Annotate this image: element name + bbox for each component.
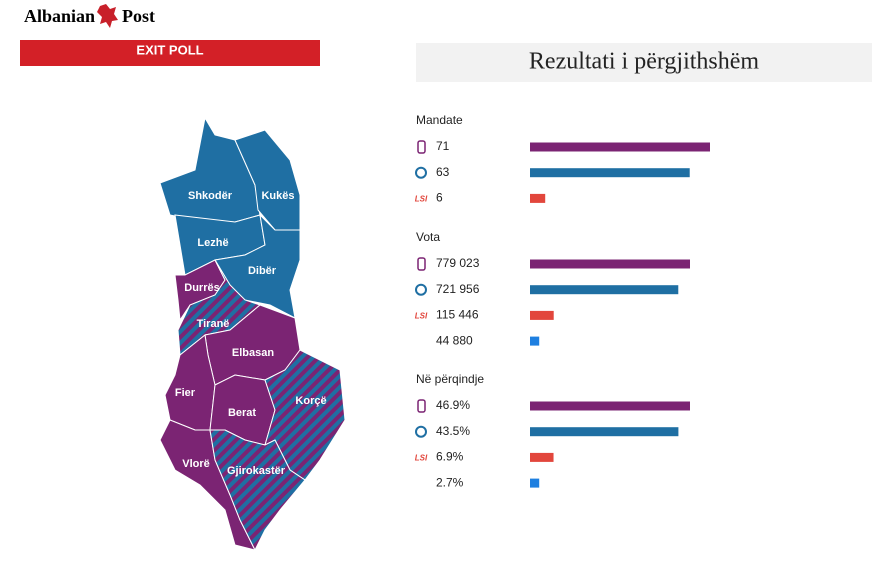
region-label: Gjirokastër [227, 465, 286, 477]
map-region[interactable] [164, 334, 216, 431]
section-title: Vota [416, 230, 440, 244]
value-label: 2.7% [436, 475, 464, 489]
party-icon: LSI [415, 195, 428, 204]
region-label: Lezhë [197, 237, 228, 249]
map-region[interactable] [214, 213, 301, 319]
value-label: 779 023 [436, 256, 480, 270]
region-label: Fier [175, 387, 196, 399]
region-label: Korçë [295, 395, 326, 407]
region-label: Vlorë [182, 458, 210, 470]
value-label: 71 [436, 139, 450, 153]
region-label: Durrës [184, 282, 219, 294]
bar [530, 259, 690, 269]
bar [530, 452, 554, 462]
party-icon [417, 140, 426, 154]
party-icon: LSI [415, 454, 428, 463]
bar [530, 427, 679, 437]
logo[interactable]: Albanian Post [24, 4, 155, 28]
value-label: 721 956 [436, 282, 480, 296]
region-label: Dibër [248, 265, 277, 277]
logo-text: Albanian [24, 6, 95, 26]
value-label: 44 880 [436, 333, 473, 347]
value-label: 46.9% [436, 398, 470, 412]
bar [530, 142, 710, 152]
logo-text: Post [122, 6, 155, 26]
bar [530, 193, 546, 203]
region-label: Elbasan [232, 347, 274, 359]
results-title: Rezultati i përgjithshëm [529, 49, 760, 75]
party-icon: LSI [415, 312, 428, 321]
banner [20, 40, 320, 66]
section-title: Në përqindje [416, 372, 484, 386]
region-label: Shkodër [188, 190, 233, 202]
bar [530, 401, 690, 411]
banner-text: EXIT POLL [136, 42, 203, 57]
value-label: 115 446 [436, 308, 479, 322]
region-label: Berat [228, 407, 256, 419]
party-icon [417, 399, 426, 413]
logo-eagle [97, 4, 118, 28]
region-label: Tiranë [197, 318, 230, 330]
party-icon [415, 283, 427, 296]
party-icon [415, 425, 427, 438]
map-region[interactable] [209, 429, 306, 552]
bar [530, 336, 540, 346]
bar [530, 168, 690, 178]
map-region[interactable] [159, 116, 261, 223]
title-box [416, 43, 872, 82]
bar [530, 310, 554, 320]
region-label: Kukës [261, 190, 294, 202]
value-label: 43.5% [436, 424, 470, 438]
party-icon [415, 166, 427, 179]
value-label: 6 [436, 191, 443, 205]
party-icon [417, 257, 426, 271]
value-label: 63 [436, 165, 450, 179]
bar [530, 478, 540, 488]
value-label: 6.9% [436, 450, 464, 464]
results: Mandate 71 63 LSI 6 Vota 779 023 721 956 LSI 115 … [415, 113, 710, 489]
bar [530, 285, 679, 295]
section-title: Mandate [416, 113, 463, 127]
map: Shkodër Kukës Lezhë Dibër Durrës Tiranë Elbasa… [159, 116, 346, 552]
